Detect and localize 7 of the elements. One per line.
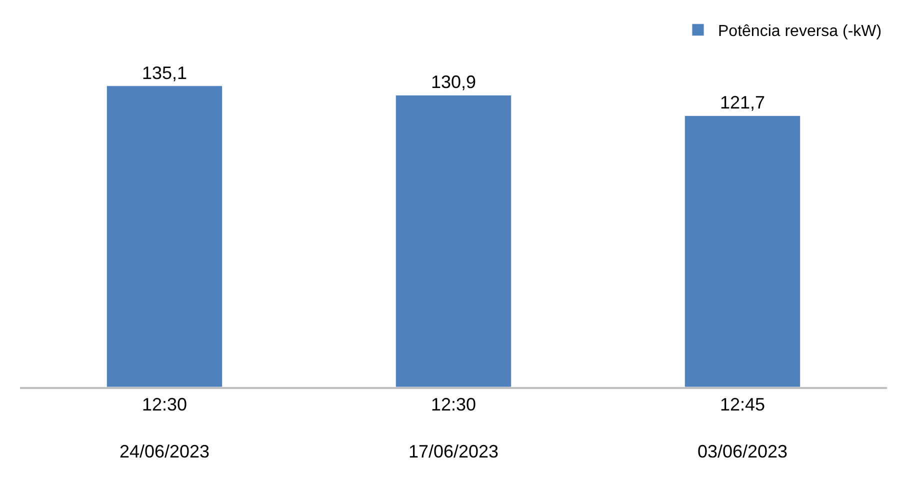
data-label: 121,7 (720, 92, 766, 113)
data-label: 135,1 (142, 62, 188, 83)
legend-label: Potência reversa (-kW) (718, 23, 882, 40)
category-label: 12:45 03/06/2023 (697, 394, 788, 462)
data-label: 130,9 (430, 72, 476, 92)
category-label: 12:30 24/06/2023 (119, 394, 210, 462)
category-label: 12:30 17/06/2023 (408, 394, 499, 462)
